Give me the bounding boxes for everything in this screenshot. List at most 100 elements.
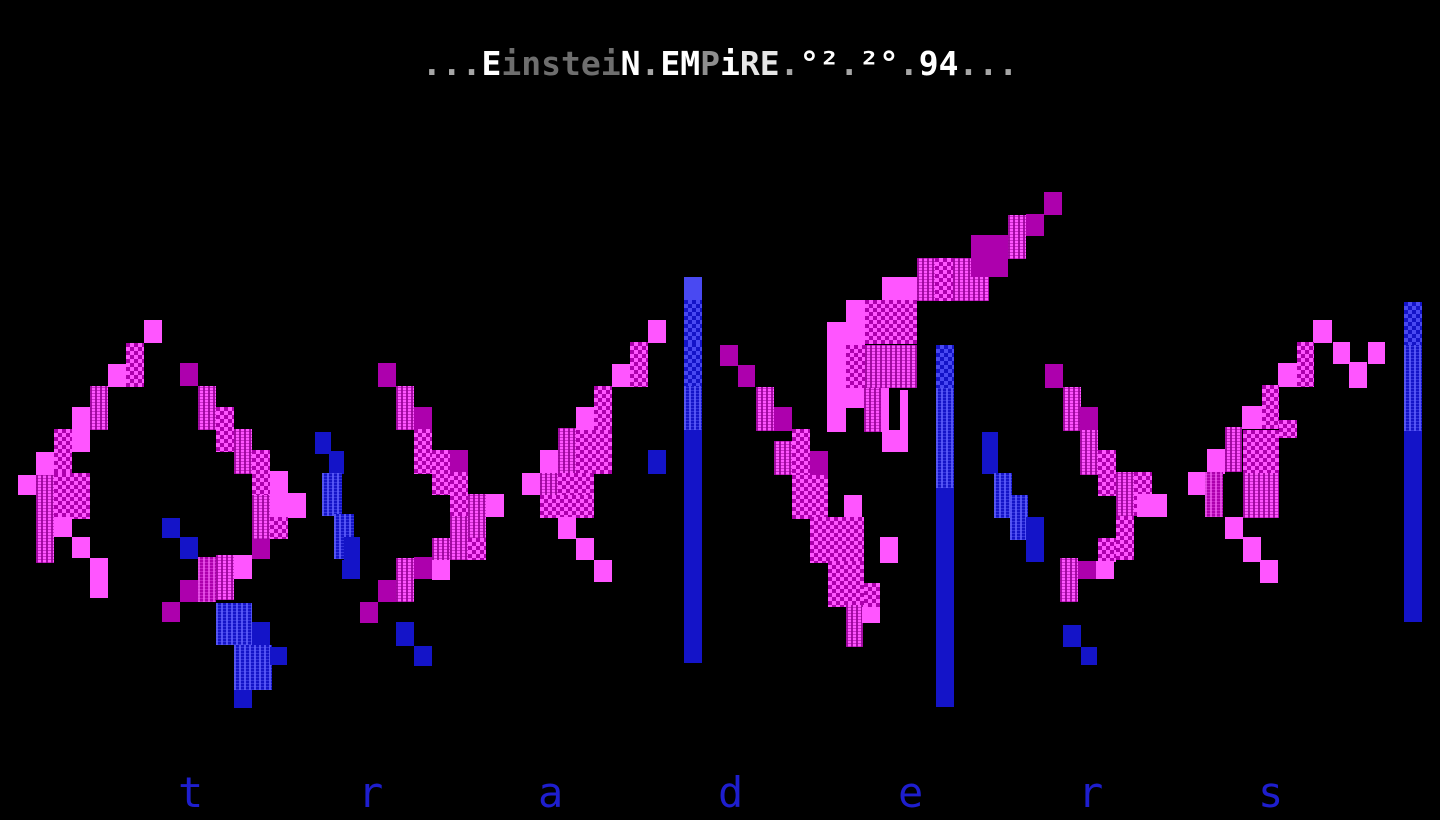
art-block <box>846 300 865 345</box>
art-block <box>414 557 432 579</box>
art-block <box>684 343 702 387</box>
header-title: ...EinsteiN.EMPiRE.°².²°.94... <box>0 44 1440 83</box>
art-block <box>344 537 360 561</box>
art-block <box>900 390 908 452</box>
header-text-segment: . <box>898 44 919 83</box>
art-block <box>144 320 162 343</box>
art-block <box>198 386 216 430</box>
art-block <box>1404 345 1422 431</box>
art-block <box>396 558 414 602</box>
art-block <box>684 386 702 430</box>
art-block <box>1060 558 1078 602</box>
art-block <box>486 494 504 517</box>
footer-letter-d: d <box>718 768 744 817</box>
art-block <box>54 429 72 475</box>
art-block <box>936 345 954 388</box>
footer-letter-r: r <box>358 768 384 817</box>
art-block <box>1081 647 1097 665</box>
art-block <box>54 517 72 537</box>
art-block <box>576 407 594 430</box>
art-block <box>865 345 917 388</box>
art-block <box>108 364 126 387</box>
art-block <box>234 645 272 690</box>
header-text-segment: ... <box>421 44 482 83</box>
art-block <box>774 407 792 431</box>
art-block <box>576 430 612 474</box>
art-block <box>648 320 666 343</box>
header-text-segment: instei <box>501 44 621 83</box>
art-block <box>684 300 702 344</box>
art-block <box>865 300 917 344</box>
art-block <box>270 471 288 517</box>
art-block <box>828 561 864 607</box>
art-block <box>881 388 889 432</box>
art-block <box>180 363 198 386</box>
art-block <box>162 602 180 622</box>
art-block <box>270 647 287 665</box>
art-block <box>360 602 378 623</box>
header-text-segment: °² <box>799 44 840 83</box>
art-block <box>935 258 953 301</box>
footer-letter-e: e <box>898 768 924 817</box>
art-block <box>36 475 54 563</box>
art-block <box>54 473 90 519</box>
art-block <box>72 407 90 452</box>
art-block <box>1207 449 1225 474</box>
art-block <box>1078 561 1096 579</box>
art-block <box>774 441 792 475</box>
art-block <box>1297 342 1314 387</box>
art-block <box>450 450 468 473</box>
art-block <box>36 452 54 475</box>
art-block <box>1243 537 1261 562</box>
art-block <box>450 472 468 517</box>
art-block <box>252 622 270 647</box>
art-block <box>1080 407 1098 430</box>
art-block <box>846 345 865 388</box>
art-block <box>594 560 612 582</box>
art-block <box>288 493 306 518</box>
art-block <box>846 388 864 408</box>
art-block <box>1008 215 1026 259</box>
art-block <box>1278 363 1297 387</box>
art-block <box>1404 431 1422 622</box>
art-block <box>1242 406 1262 429</box>
art-block <box>1260 560 1278 583</box>
art-block <box>1243 473 1279 518</box>
header-text-segment: N <box>620 44 641 83</box>
header-text-segment: 94 <box>918 44 959 83</box>
art-block <box>450 516 468 560</box>
art-block <box>1045 364 1063 388</box>
art-block <box>882 277 918 300</box>
header-text-segment: i <box>719 44 740 83</box>
art-block <box>1243 430 1279 475</box>
art-block <box>917 258 935 301</box>
art-block <box>1098 450 1116 496</box>
art-block <box>252 539 270 559</box>
art-block <box>432 450 450 495</box>
art-block <box>792 475 828 519</box>
art-block <box>414 407 432 430</box>
art-block <box>342 560 360 579</box>
art-block <box>396 386 414 430</box>
art-block <box>18 475 36 495</box>
art-block <box>468 494 486 538</box>
art-block <box>414 429 432 474</box>
art-block <box>1080 430 1098 475</box>
art-block <box>72 537 90 558</box>
art-block <box>90 386 108 430</box>
art-block <box>720 345 738 366</box>
footer-letter-s: s <box>1258 768 1284 817</box>
art-block <box>558 517 576 539</box>
art-block <box>684 277 702 300</box>
header-text-segment: . <box>779 44 800 83</box>
art-block <box>126 343 144 387</box>
art-block <box>180 580 198 602</box>
art-block <box>882 430 900 452</box>
art-block <box>234 555 252 579</box>
art-block <box>1063 387 1081 431</box>
art-block <box>1096 561 1114 579</box>
art-block <box>1026 517 1044 562</box>
art-block <box>1279 420 1297 438</box>
footer-letter-r: r <box>1078 768 1104 817</box>
art-block <box>880 537 898 563</box>
